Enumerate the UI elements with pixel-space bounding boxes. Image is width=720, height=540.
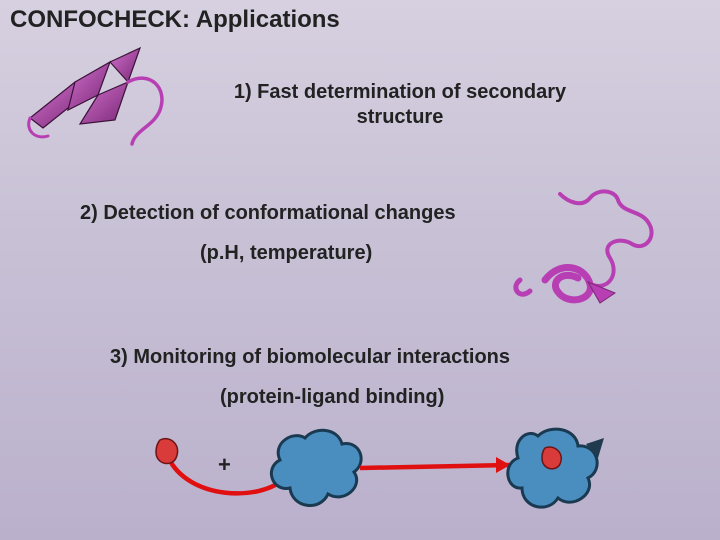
application-2-line2: (p.H, temperature): [200, 242, 372, 265]
application-3-line2: (protein-ligand binding): [220, 386, 444, 409]
application-2-line1: 2) Detection of conformational changes: [80, 202, 456, 225]
protein-ribbon-icon-1: [20, 40, 180, 160]
binding-diagram: [130, 420, 610, 520]
protein-ribbon-icon-2: [500, 188, 675, 318]
application-1: 1) Fast determination of secondary struc…: [190, 80, 610, 130]
application-3-line1: 3) Monitoring of biomolecular interactio…: [110, 346, 510, 369]
slide-title: CONFOCHECK: Applications: [10, 6, 340, 34]
